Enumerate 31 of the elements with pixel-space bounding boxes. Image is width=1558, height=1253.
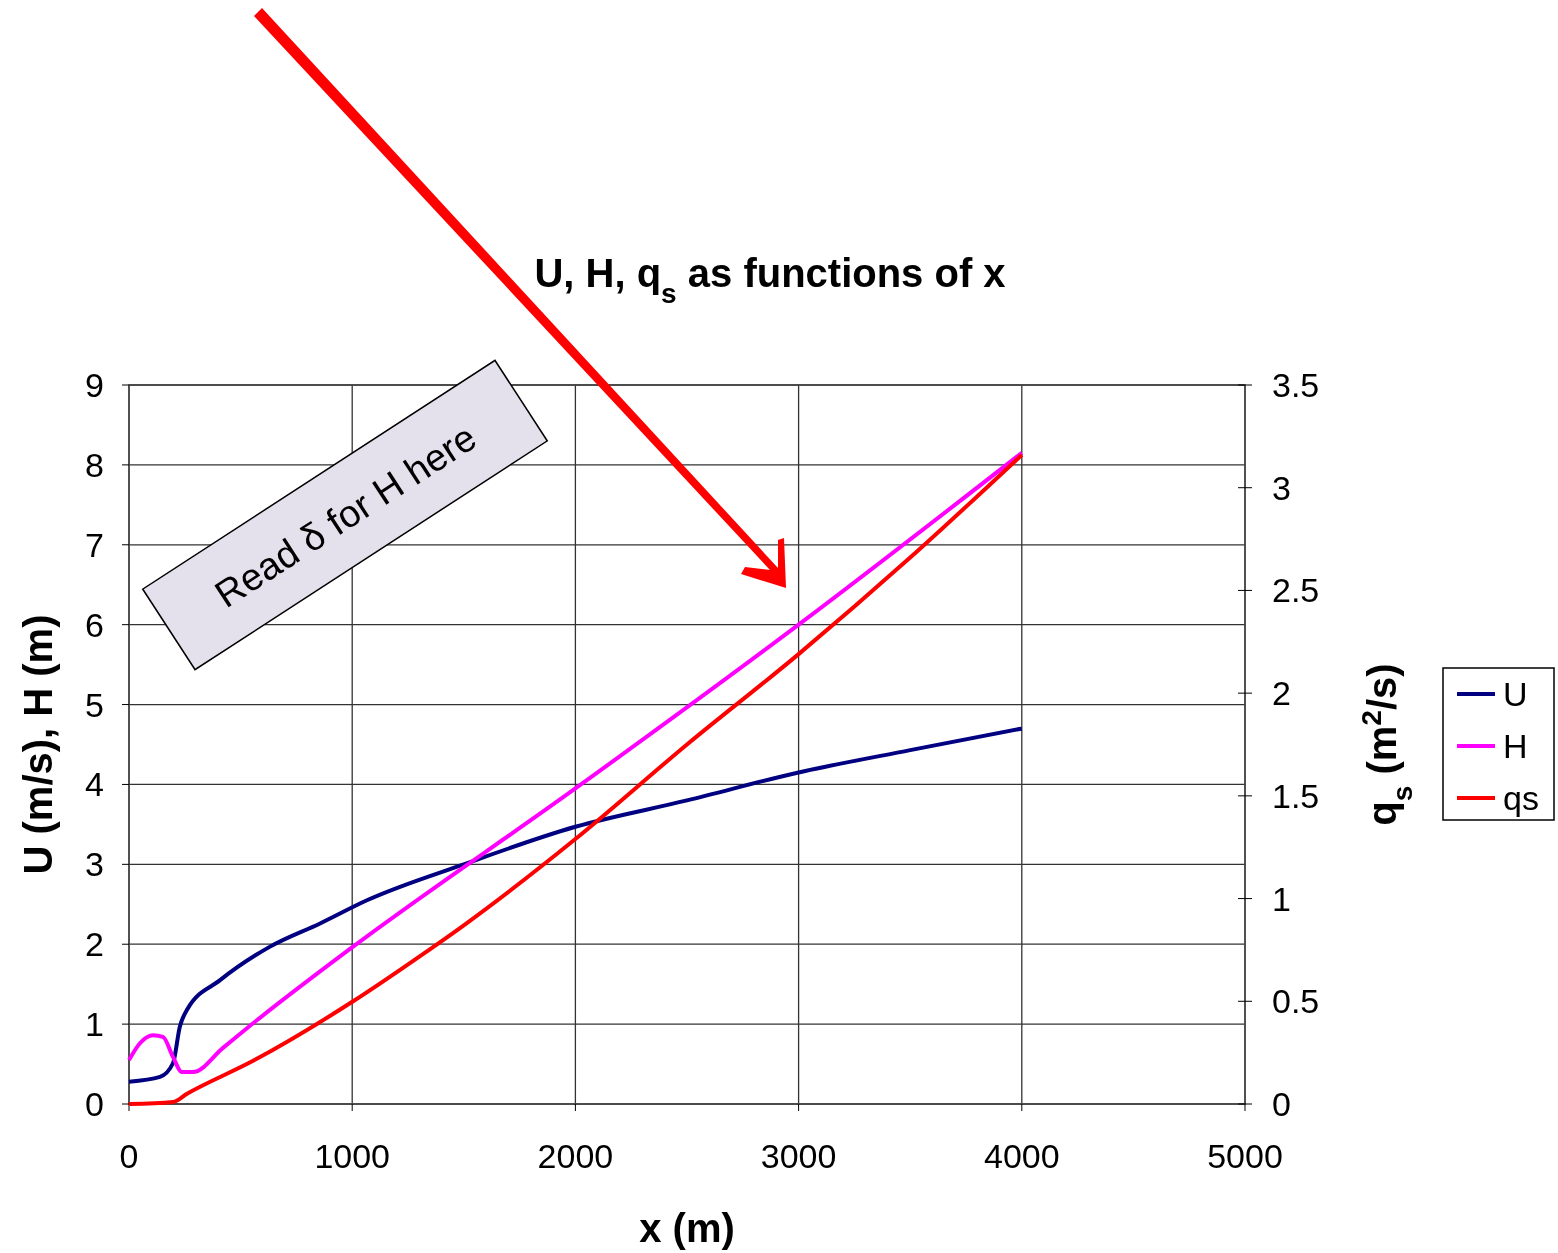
y-tick-label: 6 (85, 605, 104, 644)
y2-tick-label: 3.5 (1272, 366, 1320, 404)
x-tick-label: 4000 (983, 1137, 1060, 1175)
x-tick-label: 2000 (537, 1137, 614, 1175)
legend-label: H (1503, 727, 1528, 765)
y2-tick-label: 2 (1272, 674, 1291, 713)
y-tick-label: 1 (85, 1005, 104, 1044)
x-tick-label: 1000 (314, 1137, 391, 1175)
y2-tick-label: 0 (1272, 1085, 1291, 1123)
x-tick-label: 0 (119, 1137, 139, 1175)
legend-label: U (1503, 675, 1528, 713)
y2-tick-label: 1.5 (1272, 776, 1320, 815)
y-tick-label: 7 (85, 525, 104, 564)
y-tick-label: 3 (85, 845, 104, 884)
y2-tick-label: 0.5 (1272, 982, 1320, 1021)
x-axis-title: x (m) (639, 1206, 735, 1250)
y2-tick-label: 3 (1272, 468, 1291, 507)
y-tick-label: 5 (85, 685, 104, 724)
y2-tick-label: 1 (1272, 879, 1291, 918)
y-tick-label: 8 (85, 445, 104, 484)
x-tick-label: 5000 (1207, 1137, 1283, 1175)
y-tick-label: 0 (85, 1085, 104, 1123)
line-series (127, 726, 1024, 1084)
y-tick-label: 9 (85, 366, 104, 404)
x-tick-label: 3000 (760, 1137, 837, 1175)
y-axis-title: U (m/s), H (m) (16, 614, 60, 875)
chart-title: U, H, q$_{s}$ as functions of x (534, 251, 1006, 309)
y2-tick-label: 2.5 (1272, 571, 1320, 610)
y-tick-label: 2 (85, 925, 104, 964)
legend-label: qs (1503, 779, 1539, 817)
y-tick-label: 4 (85, 765, 104, 804)
